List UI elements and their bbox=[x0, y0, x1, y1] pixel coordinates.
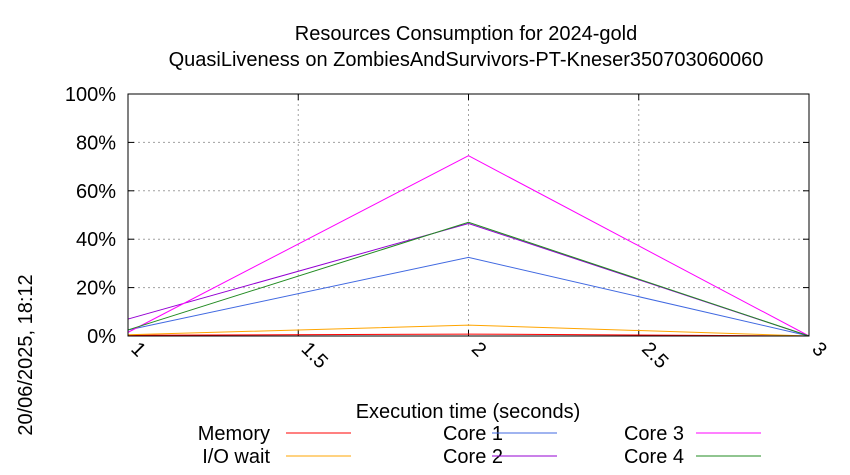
x-axis: 1 1.5 2 2.5 3 bbox=[126, 94, 831, 373]
timestamp: 20/06/2025, 18:12 bbox=[15, 274, 37, 435]
legend-label: Core 4 bbox=[624, 446, 684, 468]
chart-subtitle: QuasiLiveness on ZombiesAndSurvivors-PT-… bbox=[169, 49, 764, 71]
x-tick-label: 2 bbox=[467, 338, 490, 361]
legend-label: Memory bbox=[198, 423, 270, 445]
x-tick-label: 1.5 bbox=[297, 338, 332, 373]
series-line-3 bbox=[127, 256, 810, 337]
y-tick-label: 40% bbox=[76, 229, 116, 251]
x-tick-label: 1 bbox=[126, 338, 149, 361]
series-line-1 bbox=[127, 333, 810, 337]
legend-label: I/O wait bbox=[202, 446, 270, 468]
legend-label: Core 3 bbox=[624, 423, 684, 445]
series-line-2 bbox=[127, 324, 810, 337]
y-tick-label: 60% bbox=[76, 181, 116, 203]
chart-title: Resources Consumption for 2024-gold bbox=[295, 23, 637, 45]
x-tick-label: 2.5 bbox=[637, 338, 672, 373]
plot-frame bbox=[127, 93, 810, 337]
grid bbox=[128, 94, 809, 336]
x-tick-label: 3 bbox=[807, 338, 830, 361]
legend-label: Core 1 bbox=[443, 423, 503, 445]
legend-label: Core 2 bbox=[443, 446, 503, 468]
y-tick-label: 100% bbox=[65, 84, 116, 106]
x-axis-label: Execution time (seconds) bbox=[356, 401, 581, 423]
y-tick-label: 0% bbox=[87, 326, 116, 348]
series-line-6 bbox=[127, 221, 810, 337]
y-tick-label: 20% bbox=[76, 278, 116, 300]
series-lines bbox=[127, 155, 810, 337]
y-axis: 0% 20% 40% 60% 80% 100% bbox=[65, 84, 809, 348]
series-line-5 bbox=[127, 155, 810, 337]
y-tick-label: 80% bbox=[76, 132, 116, 154]
